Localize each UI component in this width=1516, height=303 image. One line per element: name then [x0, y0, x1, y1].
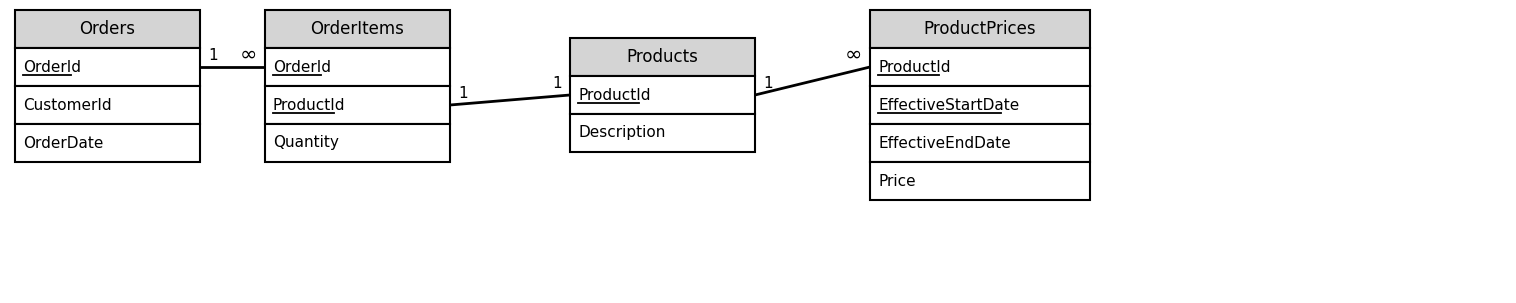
Text: EffectiveEndDate: EffectiveEndDate: [878, 135, 1011, 151]
Bar: [570, 114, 755, 152]
Text: ∞: ∞: [844, 45, 863, 65]
Text: CustomerId: CustomerId: [23, 98, 112, 112]
Text: OrderDate: OrderDate: [23, 135, 103, 151]
Bar: [870, 162, 1090, 200]
Text: 1: 1: [208, 48, 218, 62]
Text: Orders: Orders: [79, 20, 135, 38]
Bar: [15, 124, 200, 162]
Text: OrderItems: OrderItems: [311, 20, 405, 38]
Text: ProductId: ProductId: [578, 88, 650, 102]
Text: OrderId: OrderId: [273, 59, 330, 75]
Bar: [265, 48, 450, 86]
Text: Quantity: Quantity: [273, 135, 340, 151]
Text: EffectiveStartDate: EffectiveStartDate: [878, 98, 1019, 112]
Bar: [870, 86, 1090, 124]
Text: ProductPrices: ProductPrices: [923, 20, 1037, 38]
Bar: [265, 10, 450, 48]
Text: 1: 1: [763, 75, 773, 91]
Text: Price: Price: [878, 174, 916, 188]
Text: ∞: ∞: [240, 45, 258, 65]
Bar: [265, 124, 450, 162]
Bar: [15, 48, 200, 86]
Text: ProductId: ProductId: [878, 59, 951, 75]
Text: Description: Description: [578, 125, 666, 141]
Bar: [570, 76, 755, 114]
Text: 1: 1: [552, 75, 562, 91]
Bar: [15, 86, 200, 124]
Bar: [870, 10, 1090, 48]
Bar: [870, 48, 1090, 86]
Bar: [570, 38, 755, 76]
Text: 1: 1: [458, 85, 467, 101]
Text: OrderId: OrderId: [23, 59, 80, 75]
Bar: [15, 10, 200, 48]
Text: ProductId: ProductId: [273, 98, 346, 112]
Text: Products: Products: [626, 48, 699, 66]
Bar: [265, 86, 450, 124]
Bar: [870, 124, 1090, 162]
